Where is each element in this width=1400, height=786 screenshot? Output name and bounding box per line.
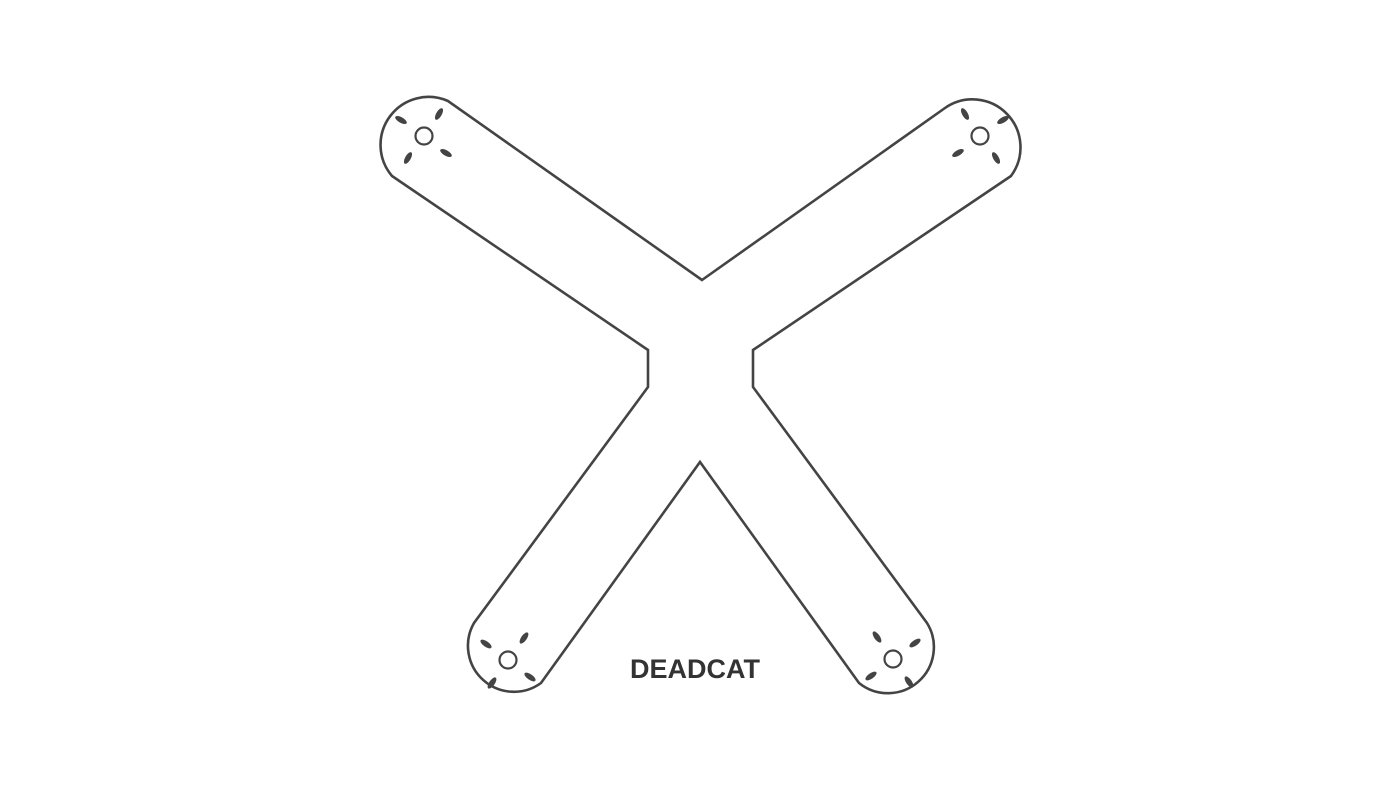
motor-mount-top-right (952, 108, 1009, 164)
mount-slot (519, 632, 529, 644)
mount-slot (524, 672, 536, 682)
mount-slot (395, 115, 407, 125)
mount-slot (403, 152, 413, 164)
center-hole (883, 649, 903, 669)
mount-slot (909, 638, 921, 648)
mount-slot (952, 148, 964, 158)
mount-slot (997, 115, 1009, 125)
frame-outline (379, 95, 1022, 695)
mount-slot (487, 677, 497, 689)
mount-slot (865, 671, 877, 681)
mount-slot (440, 148, 452, 158)
mount-slot (434, 108, 444, 120)
center-hole (970, 126, 990, 146)
mount-slot (480, 639, 492, 649)
mount-slot (991, 152, 1001, 164)
motor-mount-bottom-left (480, 632, 536, 689)
center-hole (498, 650, 518, 670)
frame-label: DEADCAT (630, 654, 760, 684)
motor-mount-top-left (395, 108, 452, 164)
mount-slot (872, 631, 882, 643)
motor-mount-bottom-right (865, 631, 921, 688)
mount-slot (904, 676, 914, 688)
center-hole (414, 126, 434, 146)
mount-slot (960, 108, 970, 120)
